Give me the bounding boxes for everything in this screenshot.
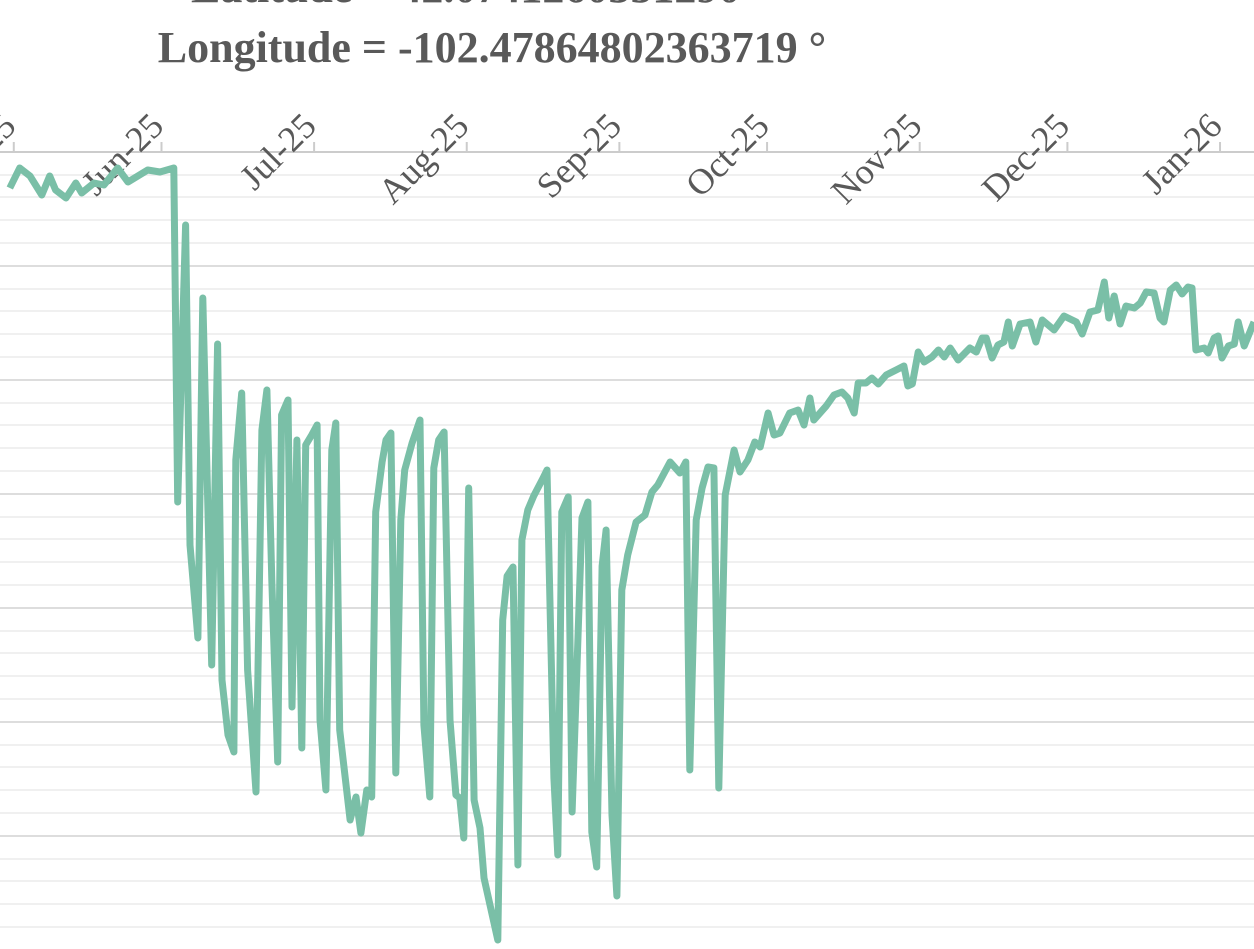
x-tick-label: Oct-25 xyxy=(678,105,777,204)
x-tick-label: Aug-25 xyxy=(370,105,476,211)
line-series xyxy=(6,164,1254,944)
chart-title: Latitude = 42.0741260351290 ° xyxy=(191,0,769,12)
chart-title: Longitude = -102.47864802363719 ° xyxy=(158,23,827,72)
x-tick-label: Sep-25 xyxy=(529,105,629,205)
x-tick-label: Dec-25 xyxy=(974,105,1077,208)
x-tick-label: Jan-26 xyxy=(1134,105,1230,201)
x-tick-label: Nov-25 xyxy=(823,105,929,211)
